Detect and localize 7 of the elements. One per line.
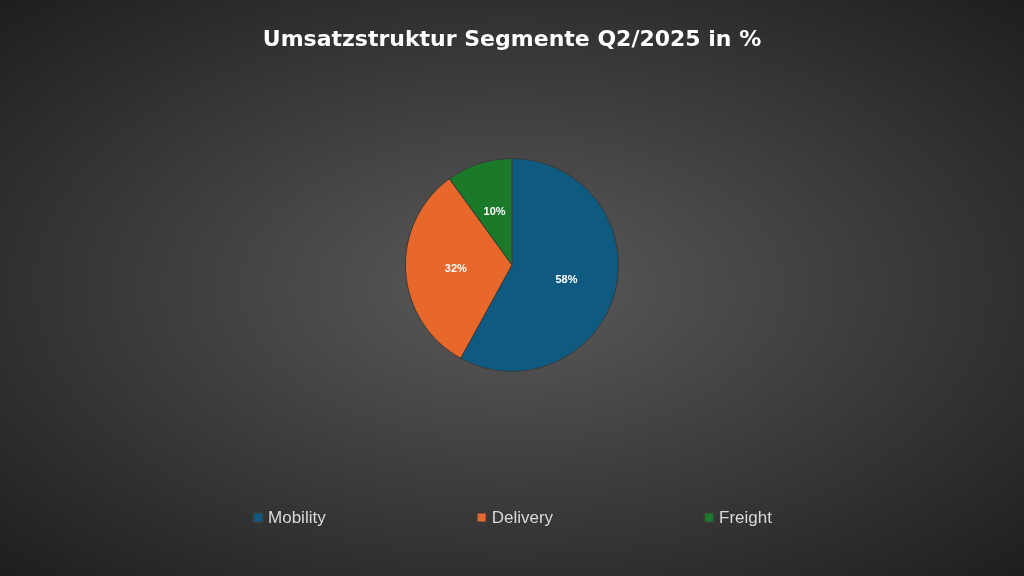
legend-label: Freight [719,508,773,527]
data-label: 58% [555,272,578,285]
chart-title: Umsatzstruktur Segmente Q2/2025 in % [262,25,762,51]
legend-label: Mobility [268,508,327,527]
legend-label: Delivery [491,508,554,527]
data-label: 32% [444,262,468,275]
data-label: 10% [483,205,506,218]
